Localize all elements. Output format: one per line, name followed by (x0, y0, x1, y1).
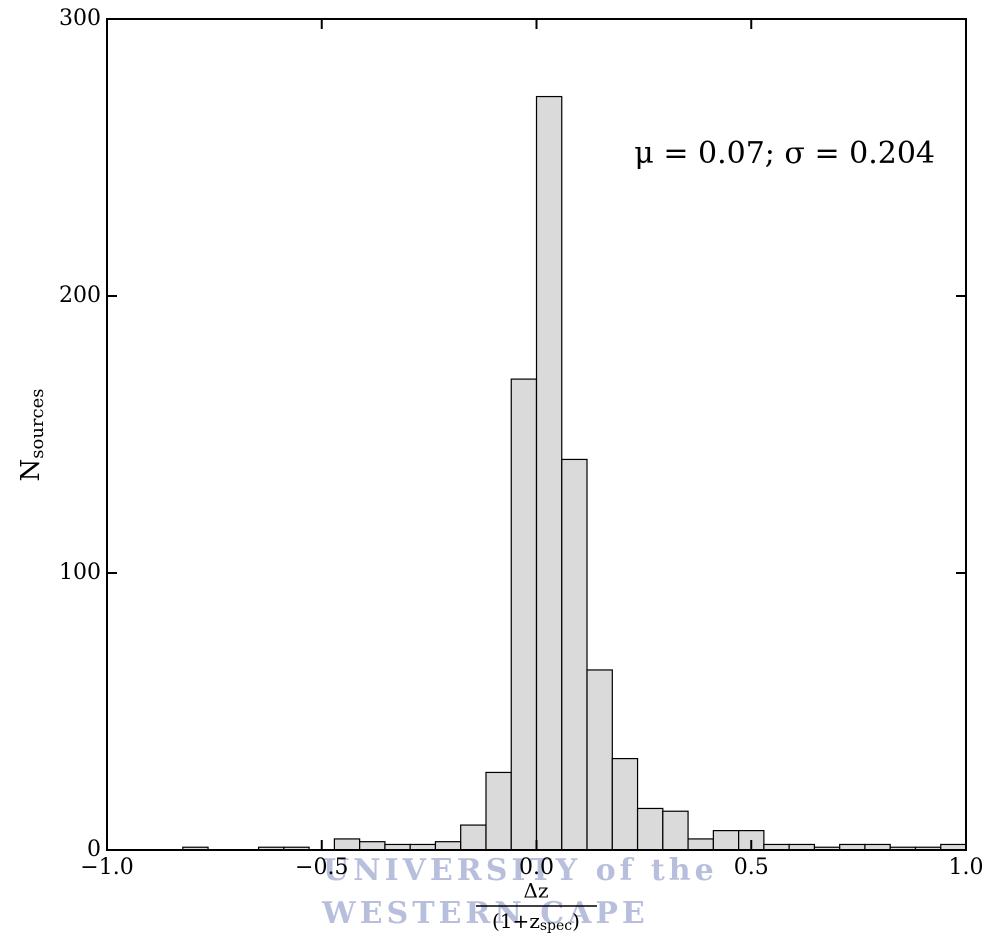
y-axis-label: Nsources (16, 389, 48, 482)
bar (485, 771, 512, 851)
x-tick-label: 1.0 (949, 855, 984, 880)
y-tick-label: 0 (87, 837, 101, 862)
bar (712, 830, 740, 851)
watermark: UNIVERSITY of the (323, 853, 718, 888)
x-tick-label: 0.5 (734, 855, 769, 880)
y-label-subscript: sources (27, 389, 48, 459)
x-label-end: ) (572, 909, 580, 933)
annotation: μ = 0.07; σ = 0.204 (634, 136, 935, 171)
bar (510, 378, 538, 851)
bar (359, 841, 386, 851)
y-tick-label: 200 (59, 283, 101, 308)
bar (535, 95, 563, 851)
bar (434, 841, 462, 851)
x-tick-label: −0.5 (295, 855, 348, 880)
x-label-subscript: spec (540, 918, 572, 934)
x-tick-label: 0.0 (519, 855, 554, 880)
y-tick-label: 100 (59, 560, 101, 585)
x-axis-label: (1+zspec) (492, 909, 580, 935)
y-tick-label: 300 (59, 6, 101, 31)
bar (561, 458, 588, 851)
bar (333, 838, 361, 851)
bar (611, 757, 639, 851)
bar (662, 810, 689, 851)
x-label-numerator: Δz (524, 879, 549, 903)
x-tick-label: −1.0 (80, 855, 133, 880)
bar (460, 824, 487, 851)
bar (586, 669, 613, 851)
y-label-main: N (16, 459, 46, 482)
bar (636, 807, 664, 851)
x-label-denominator: (1+z (492, 909, 540, 933)
bar (687, 838, 714, 851)
watermark: WESTERN CAPE (321, 896, 649, 931)
